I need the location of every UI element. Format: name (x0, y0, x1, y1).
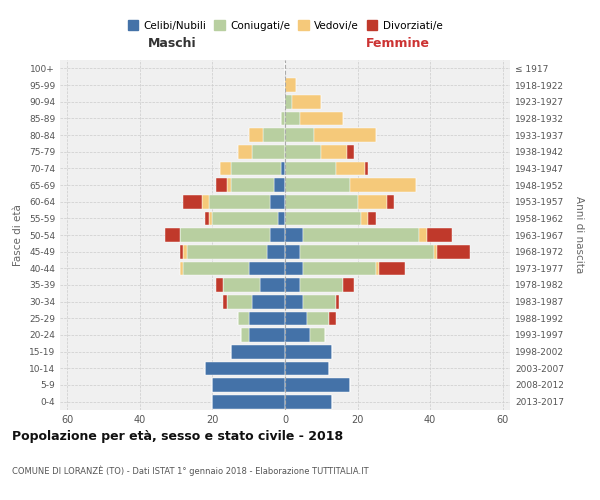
Bar (285, 395, 332, 408)
Bar (285, 195, 358, 208)
Bar (419, 228, 427, 242)
Bar (336, 162, 365, 175)
Text: Popolazione per età, sesso e stato civile - 2018: Popolazione per età, sesso e stato civil… (12, 430, 343, 443)
Bar (271, 195, 285, 208)
Text: Maschi: Maschi (148, 37, 197, 50)
Bar (253, 295, 285, 308)
Bar (220, 162, 230, 175)
Bar (184, 245, 187, 258)
Bar (336, 295, 340, 308)
Bar (307, 312, 329, 325)
Bar (329, 312, 336, 325)
Bar (230, 162, 281, 175)
Bar (209, 195, 271, 208)
Bar (285, 78, 296, 92)
Y-axis label: Anni di nascita: Anni di nascita (574, 196, 584, 274)
Bar (212, 212, 278, 225)
Bar (303, 295, 336, 308)
Bar (223, 295, 227, 308)
Bar (263, 128, 285, 142)
Bar (350, 178, 416, 192)
Bar (292, 95, 321, 108)
Text: COMUNE DI LORANZÈ (TO) - Dati ISTAT 1° gennaio 2018 - Elaborazione TUTTITALIA.IT: COMUNE DI LORANZÈ (TO) - Dati ISTAT 1° g… (12, 465, 368, 475)
Bar (285, 145, 321, 158)
Bar (180, 245, 184, 258)
Bar (285, 278, 299, 292)
Bar (285, 128, 314, 142)
Bar (249, 262, 285, 275)
Y-axis label: Fasce di età: Fasce di età (13, 204, 23, 266)
Bar (427, 228, 452, 242)
Bar (238, 312, 249, 325)
Bar (230, 178, 274, 192)
Bar (434, 245, 437, 258)
Bar (285, 95, 292, 108)
Bar (285, 328, 310, 342)
Bar (285, 162, 336, 175)
Bar (321, 145, 347, 158)
Bar (205, 212, 209, 225)
Bar (180, 228, 271, 242)
Bar (285, 245, 299, 258)
Bar (299, 278, 343, 292)
Bar (368, 212, 376, 225)
Bar (212, 395, 285, 408)
Bar (285, 112, 299, 125)
Bar (227, 295, 253, 308)
Bar (358, 195, 386, 208)
Bar (361, 212, 368, 225)
Bar (267, 245, 285, 258)
Bar (184, 262, 249, 275)
Bar (187, 245, 267, 258)
Bar (285, 362, 329, 375)
Bar (238, 145, 253, 158)
Bar (212, 378, 285, 392)
Bar (310, 328, 325, 342)
Bar (227, 178, 230, 192)
Bar (249, 312, 285, 325)
Bar (209, 212, 212, 225)
Bar (285, 212, 361, 225)
Bar (216, 178, 227, 192)
Bar (202, 195, 209, 208)
Bar (303, 262, 376, 275)
Bar (253, 145, 285, 158)
Bar (241, 328, 249, 342)
Bar (180, 262, 184, 275)
Bar (249, 328, 285, 342)
Bar (379, 262, 405, 275)
Bar (343, 278, 354, 292)
Bar (285, 262, 303, 275)
Bar (386, 195, 394, 208)
Bar (223, 278, 260, 292)
Bar (281, 162, 285, 175)
Bar (285, 312, 307, 325)
Bar (303, 228, 419, 242)
Bar (365, 162, 368, 175)
Bar (299, 245, 434, 258)
Bar (184, 195, 202, 208)
Bar (314, 128, 376, 142)
Bar (285, 345, 332, 358)
Bar (260, 278, 285, 292)
Bar (299, 112, 343, 125)
Bar (437, 245, 470, 258)
Bar (230, 345, 285, 358)
Bar (285, 178, 350, 192)
Bar (285, 378, 350, 392)
Bar (376, 262, 379, 275)
Bar (285, 228, 303, 242)
Bar (205, 362, 285, 375)
Bar (274, 178, 285, 192)
Bar (165, 228, 180, 242)
Text: Femmine: Femmine (365, 37, 430, 50)
Bar (285, 295, 303, 308)
Bar (249, 128, 263, 142)
Bar (278, 212, 285, 225)
Legend: Celibi/Nubili, Coniugati/e, Vedovi/e, Divorziati/e: Celibi/Nubili, Coniugati/e, Vedovi/e, Di… (124, 16, 446, 35)
Bar (271, 228, 285, 242)
Bar (347, 145, 354, 158)
Bar (281, 112, 285, 125)
Bar (216, 278, 223, 292)
